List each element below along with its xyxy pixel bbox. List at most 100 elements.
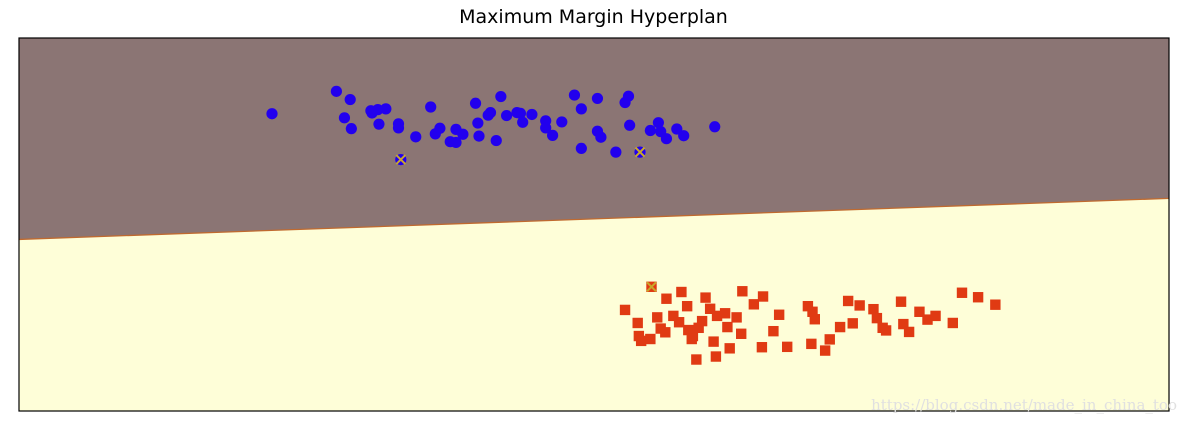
point-upper bbox=[652, 117, 665, 129]
point-lower bbox=[736, 328, 747, 339]
point-lower bbox=[782, 341, 793, 353]
point-lower bbox=[972, 292, 984, 303]
point-upper bbox=[575, 142, 587, 155]
point-upper bbox=[526, 108, 538, 121]
point-lower bbox=[768, 325, 779, 337]
region-lower bbox=[19, 198, 1169, 411]
point-upper bbox=[624, 119, 636, 131]
point-upper bbox=[373, 118, 385, 130]
point-lower bbox=[990, 299, 1001, 310]
point-upper bbox=[556, 116, 568, 128]
data-points bbox=[266, 85, 1001, 365]
point-lower bbox=[930, 310, 941, 322]
point-upper bbox=[517, 116, 529, 128]
point-lower bbox=[854, 300, 865, 311]
point-lower bbox=[676, 286, 687, 298]
point-lower bbox=[756, 342, 768, 353]
point-lower bbox=[802, 300, 814, 312]
point-upper bbox=[671, 123, 683, 135]
support-vector-marker bbox=[646, 281, 657, 292]
point-lower bbox=[708, 336, 719, 347]
point-lower bbox=[871, 312, 883, 324]
point-lower bbox=[693, 322, 704, 334]
point-upper bbox=[678, 130, 690, 142]
point-lower bbox=[903, 326, 915, 338]
point-lower bbox=[632, 317, 643, 329]
point-lower bbox=[757, 291, 769, 302]
point-upper bbox=[540, 122, 552, 134]
point-lower bbox=[635, 335, 647, 347]
point-upper bbox=[392, 122, 405, 134]
watermark-text: https://blog.csdn.net/made_in_china_too bbox=[871, 396, 1177, 414]
point-upper bbox=[266, 108, 278, 120]
point-upper bbox=[575, 103, 587, 115]
point-upper bbox=[457, 128, 469, 140]
point-lower bbox=[686, 333, 697, 345]
point-lower bbox=[737, 286, 748, 297]
decision-boundary-line bbox=[18, 197, 1170, 241]
point-upper bbox=[568, 89, 581, 101]
point-lower bbox=[898, 318, 909, 330]
point-upper bbox=[482, 109, 494, 121]
point-lower bbox=[868, 303, 879, 315]
point-lower bbox=[914, 306, 925, 317]
point-upper bbox=[434, 122, 446, 134]
point-upper bbox=[655, 126, 667, 138]
point-upper bbox=[490, 134, 502, 147]
point-lower bbox=[806, 338, 817, 350]
point-lower bbox=[719, 308, 731, 319]
point-lower bbox=[673, 317, 685, 328]
point-lower bbox=[880, 325, 892, 336]
point-lower bbox=[704, 303, 716, 314]
point-upper bbox=[595, 131, 607, 143]
point-upper bbox=[644, 124, 656, 137]
point-upper bbox=[410, 131, 422, 143]
support-vector-marker bbox=[634, 146, 646, 158]
point-lower bbox=[824, 334, 835, 345]
support-vector-x bbox=[634, 146, 646, 158]
point-lower bbox=[661, 293, 672, 304]
point-upper bbox=[495, 90, 507, 103]
point-lower bbox=[922, 314, 933, 325]
region-upper bbox=[19, 38, 1169, 240]
point-upper bbox=[345, 123, 357, 135]
point-lower bbox=[842, 295, 854, 307]
point-upper bbox=[709, 121, 721, 133]
decision-regions bbox=[18, 38, 1170, 411]
point-lower bbox=[773, 309, 785, 320]
point-lower bbox=[834, 321, 846, 333]
point-lower bbox=[700, 292, 711, 303]
point-upper bbox=[472, 117, 484, 129]
support-vector-marker bbox=[395, 153, 407, 166]
point-upper bbox=[366, 107, 378, 119]
point-lower bbox=[710, 351, 722, 362]
point-upper bbox=[380, 103, 392, 115]
point-lower bbox=[819, 345, 831, 356]
point-upper bbox=[547, 129, 559, 141]
point-upper bbox=[469, 97, 482, 109]
point-lower bbox=[683, 324, 694, 336]
point-lower bbox=[652, 312, 663, 323]
point-upper bbox=[330, 85, 342, 97]
point-lower bbox=[645, 333, 656, 345]
point-lower bbox=[748, 299, 760, 310]
point-upper bbox=[610, 146, 622, 158]
point-upper bbox=[344, 93, 356, 106]
point-lower bbox=[711, 310, 723, 322]
axes-frame bbox=[18, 37, 1170, 412]
support-vector-x bbox=[395, 154, 407, 165]
point-upper bbox=[450, 136, 462, 149]
point-lower bbox=[668, 310, 679, 322]
point-lower bbox=[660, 327, 671, 338]
point-lower bbox=[809, 314, 820, 325]
chart-title: Maximum Margin Hyperplan bbox=[459, 6, 728, 28]
point-upper bbox=[514, 107, 527, 119]
point-lower bbox=[722, 321, 733, 333]
point-upper bbox=[501, 109, 513, 122]
point-lower bbox=[724, 343, 735, 354]
point-lower bbox=[956, 287, 968, 298]
point-upper bbox=[591, 92, 604, 105]
point-lower bbox=[681, 300, 693, 312]
point-upper bbox=[338, 112, 351, 124]
point-lower bbox=[947, 317, 958, 329]
